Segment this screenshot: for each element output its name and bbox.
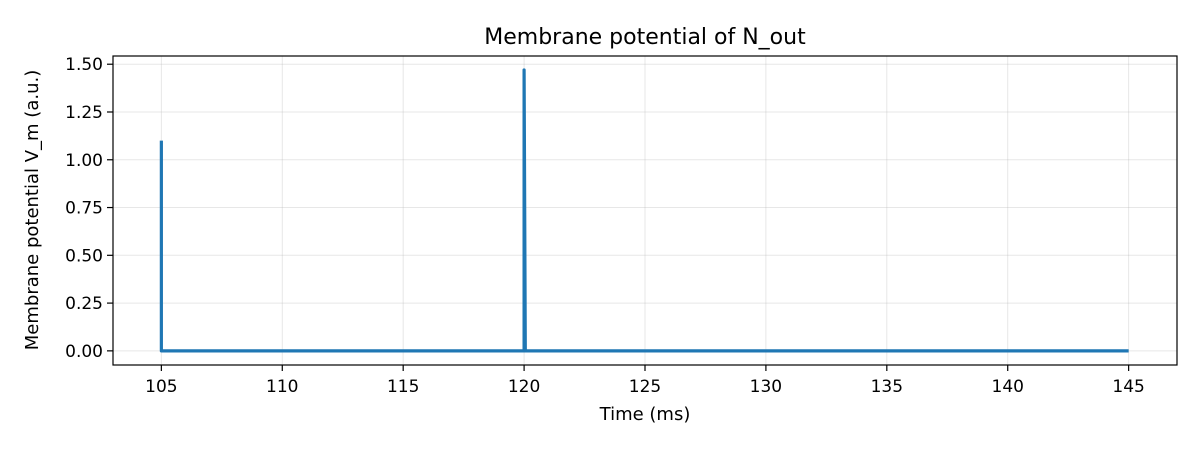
y-tick-label: 1.50 xyxy=(65,55,103,75)
x-tick-label: 135 xyxy=(871,377,903,397)
y-tick-label: 0.00 xyxy=(65,342,103,362)
x-tick-label: 120 xyxy=(508,377,540,397)
chart-title: Membrane potential of N_out xyxy=(484,25,806,50)
x-tick-label: 130 xyxy=(750,377,782,397)
membrane-potential-line xyxy=(159,68,1129,353)
y-tick-label: 1.25 xyxy=(65,103,103,123)
y-tick-label: 0.75 xyxy=(65,199,103,219)
x-axis-ticks: 105 110 115 120 125 130 135 140 145 xyxy=(145,365,1145,397)
y-tick-label: 0.25 xyxy=(65,294,103,314)
x-tick-label: 125 xyxy=(629,377,661,397)
y-tick-label: 0.50 xyxy=(65,246,103,266)
y-axis-label: Membrane potential V_m (a.u.) xyxy=(22,70,43,351)
x-tick-label: 105 xyxy=(145,377,177,397)
x-tick-label: 145 xyxy=(1112,377,1144,397)
y-tick-label: 1.00 xyxy=(65,151,103,171)
y-axis-ticks: 0.00 0.25 0.50 0.75 1.00 1.25 1.50 xyxy=(65,55,113,362)
grid xyxy=(113,56,1177,365)
x-tick-label: 115 xyxy=(387,377,419,397)
x-tick-label: 110 xyxy=(266,377,298,397)
series-area xyxy=(159,68,1129,353)
x-axis-label: Time (ms) xyxy=(599,404,691,425)
x-tick-label: 140 xyxy=(992,377,1024,397)
